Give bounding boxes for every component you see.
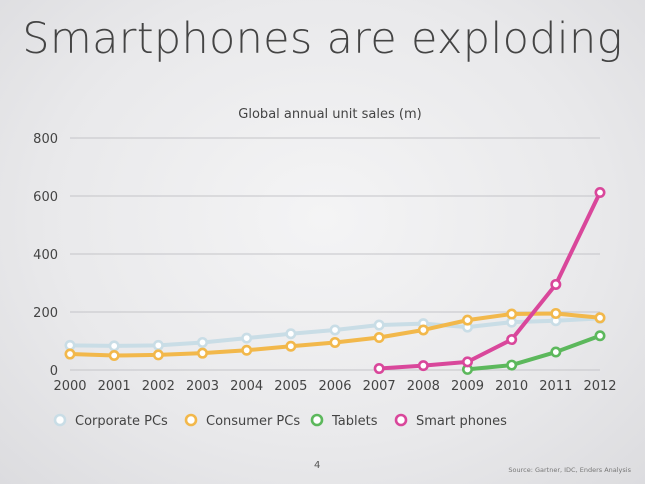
x-tick-label: 2004: [230, 379, 263, 394]
legend-label-smart-phones: Smart phones: [416, 414, 507, 429]
slide-number: 4: [314, 460, 321, 471]
y-tick-label: 400: [33, 248, 58, 263]
series-line-tablets: [465, 333, 602, 372]
legend-marker-smart-phones: [394, 413, 408, 427]
x-tick-label: 2002: [142, 379, 175, 394]
data-point-corporate-pcs: [373, 319, 385, 331]
data-point-consumer-pcs: [550, 307, 562, 319]
data-point-tablets: [594, 330, 606, 342]
data-point-corporate-pcs: [197, 336, 209, 348]
legend-label-consumer-pcs: Consumer PCs: [206, 414, 300, 429]
series-line-smart-phones: [377, 190, 602, 371]
y-tick-label: 600: [33, 190, 58, 205]
data-point-consumer-pcs: [329, 336, 341, 348]
x-tick-label: 2011: [539, 379, 572, 394]
data-point-corporate-pcs: [152, 339, 164, 351]
data-point-smart-phones: [373, 363, 385, 375]
data-point-consumer-pcs: [64, 348, 76, 360]
data-point-smart-phones: [417, 360, 429, 372]
data-point-consumer-pcs: [152, 349, 164, 361]
data-point-tablets: [550, 346, 562, 358]
data-point-smart-phones: [550, 278, 562, 290]
legend-label-tablets: Tablets: [331, 414, 378, 429]
data-point-smart-phones: [506, 334, 518, 346]
data-point-consumer-pcs: [197, 347, 209, 359]
y-tick-label: 0: [50, 364, 58, 379]
x-axis-ticks: 2000 2001 2002 2003 2004 2005 2006 2007 2008 2009…: [53, 379, 616, 394]
x-tick-label: 2000: [53, 379, 86, 394]
y-tick-label: 200: [33, 306, 58, 321]
data-point-consumer-pcs: [506, 308, 518, 320]
data-point-corporate-pcs: [108, 340, 120, 352]
source-note: Source: Gartner, IDC, Enders Analysis: [508, 466, 631, 474]
data-point-consumer-pcs: [241, 344, 253, 356]
chart-title: Global annual unit sales (m): [238, 107, 421, 122]
data-point-corporate-pcs: [329, 324, 341, 336]
x-tick-label: 2005: [274, 379, 307, 394]
x-tick-label: 2006: [318, 379, 351, 394]
series-group: [64, 187, 606, 375]
y-axis-ticks: 0 200 400 600 800: [33, 132, 58, 379]
data-point-consumer-pcs: [594, 312, 606, 324]
data-point-smart-phones: [461, 356, 473, 368]
legend-marker-corporate-pcs: [53, 413, 67, 427]
data-point-consumer-pcs: [417, 324, 429, 336]
x-tick-label: 2003: [186, 379, 219, 394]
legend-marker-tablets: [310, 413, 324, 427]
x-tick-label: 2010: [495, 379, 528, 394]
data-point-consumer-pcs: [108, 349, 120, 361]
legend-marker-consumer-pcs: [184, 413, 198, 427]
data-point-consumer-pcs: [461, 314, 473, 326]
x-tick-label: 2008: [407, 379, 440, 394]
y-tick-label: 800: [33, 132, 58, 147]
data-point-tablets: [506, 359, 518, 371]
data-point-consumer-pcs: [373, 332, 385, 344]
slide-title: Smartphones are exploding: [22, 14, 623, 64]
x-tick-label: 2007: [363, 379, 396, 394]
legend: Corporate PCs Consumer PCs Tablets Smart ph…: [53, 413, 507, 429]
x-tick-label: 2009: [451, 379, 484, 394]
data-point-corporate-pcs: [241, 332, 253, 344]
data-point-consumer-pcs: [285, 340, 297, 352]
data-point-smart-phones: [594, 187, 606, 199]
data-point-corporate-pcs: [285, 328, 297, 340]
data-point-corporate-pcs: [64, 339, 76, 351]
legend-label-corporate-pcs: Corporate PCs: [75, 414, 168, 429]
x-tick-label: 2001: [98, 379, 131, 394]
x-tick-label: 2012: [583, 379, 616, 394]
